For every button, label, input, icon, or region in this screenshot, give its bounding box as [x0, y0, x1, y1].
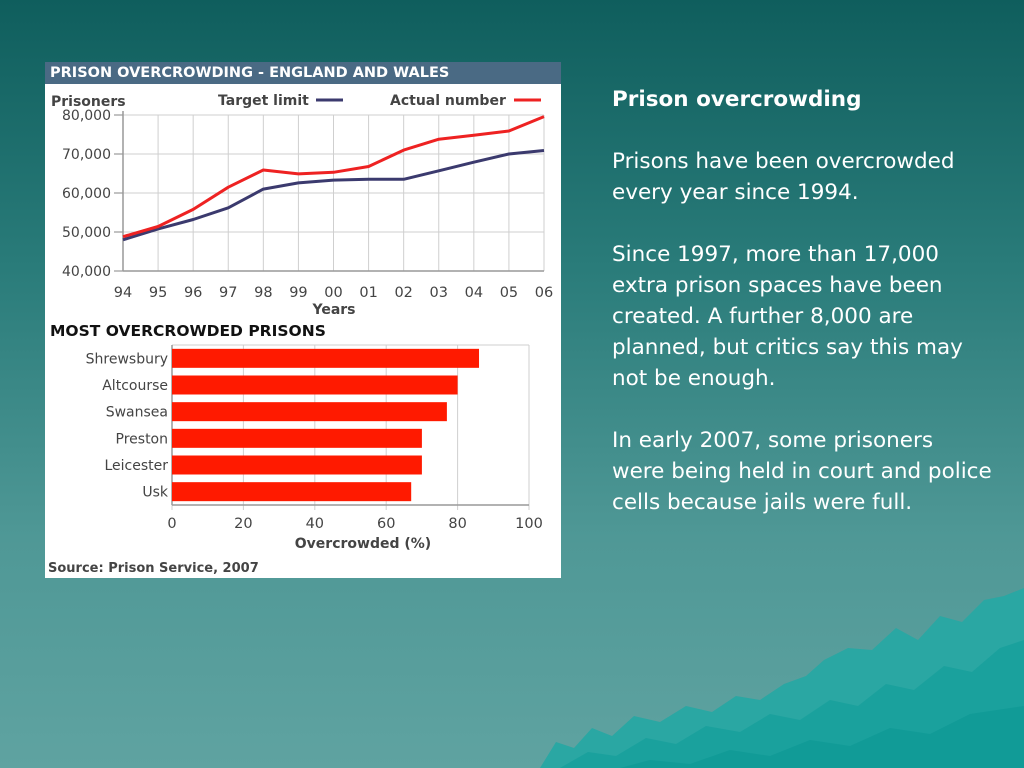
bar-altcourse — [172, 375, 458, 395]
bar-chart-x-tick-label: 80 — [448, 516, 466, 532]
line-chart-xlabel: Years — [311, 302, 355, 318]
bar-leicester — [172, 455, 422, 475]
bar-chart-x-ticks: 0 20 40 60 80 100 — [167, 516, 542, 532]
bar-shrewsbury — [172, 348, 480, 368]
slide-text: Prison overcrowding Prisons have been ov… — [612, 84, 992, 549]
bar-usk — [172, 482, 412, 502]
line-chart: Prisoners Target limit Actual number 40,… — [51, 93, 553, 318]
bar-chart-category-label: Shrewsbury — [86, 351, 168, 367]
chart-source: Source: Prison Service, 2007 — [48, 561, 259, 576]
bar-chart-category-label: Altcourse — [102, 378, 168, 394]
line-chart-y-tick-label: 60,000 — [62, 186, 111, 202]
line-chart-grid — [122, 111, 545, 272]
line-chart-x-tick-label: 97 — [219, 285, 237, 301]
bar-chart-category-label: Preston — [116, 431, 168, 447]
line-chart-x-tick-label: 02 — [394, 285, 412, 301]
line-chart-y-tick-label: 80,000 — [62, 108, 111, 124]
slide-paragraph-2: Since 1997, more than 17,000 extra priso… — [612, 242, 963, 391]
line-chart-x-ticks: 94 95 96 97 98 99 00 01 02 03 04 05 06 — [114, 285, 553, 301]
line-chart-y-tick-label: 50,000 — [62, 225, 111, 241]
bar-chart-x-tick-label: 100 — [515, 516, 543, 532]
chart-figure-title: PRISON OVERCROWDING - ENGLAND AND WALES — [45, 62, 561, 84]
bar-chart-x-tick-label: 40 — [306, 516, 324, 532]
bar-chart-x-tick-label: 20 — [234, 516, 252, 532]
line-chart-x-tick-label: 95 — [149, 285, 167, 301]
bar-chart-title: MOST OVERCROWDED PRISONS — [50, 322, 326, 340]
line-chart-x-tick-label: 03 — [430, 285, 448, 301]
bar-chart-bars — [172, 348, 480, 502]
actual-number-line — [122, 115, 545, 239]
bar-chart-category-labels: Shrewsbury Altcourse Swansea Preston Leicest… — [86, 351, 169, 500]
chart-svg: Prisoners Target limit Actual number 40,… — [48, 93, 553, 576]
legend-target-label: Target limit — [218, 93, 309, 109]
line-chart-x-tick-label: 04 — [465, 285, 483, 301]
line-chart-x-tick-label: 01 — [359, 285, 377, 301]
line-chart-x-tick-label: 94 — [114, 285, 132, 301]
line-chart-y-tick-label: 40,000 — [62, 264, 111, 280]
line-chart-x-tick-label: 05 — [500, 285, 518, 301]
line-chart-legend: Target limit Actual number — [218, 93, 541, 109]
line-chart-x-tick-label: 06 — [535, 285, 553, 301]
slide-paragraph-3: In early 2007, some prisoners were being… — [612, 428, 992, 515]
line-chart-ylabel: Prisoners — [51, 94, 126, 110]
bar-chart-category-label: Swansea — [106, 405, 168, 421]
target-limit-line — [122, 149, 545, 242]
line-chart-x-tick-label: 00 — [324, 285, 342, 301]
bar-chart-category-label: Leicester — [104, 458, 168, 474]
chart-figure: PRISON OVERCROWDING - ENGLAND AND WALES … — [45, 62, 561, 578]
line-chart-y-tick-label: 70,000 — [62, 147, 111, 163]
line-chart-y-ticks: 40,000 50,000 60,000 70,000 80,000 — [62, 108, 123, 280]
line-chart-x-tick-label: 96 — [184, 285, 202, 301]
bar-chart-category-label: Usk — [142, 485, 169, 501]
bar-preston — [172, 428, 422, 448]
bar-swansea — [172, 402, 447, 422]
legend-actual-label: Actual number — [390, 93, 506, 109]
line-chart-lines — [122, 115, 545, 242]
line-chart-x-tick-label: 98 — [254, 285, 272, 301]
bar-chart: MOST OVERCROWDED PRISONS Shrewsbury Altco… — [50, 322, 543, 552]
bar-chart-x-tick-label: 60 — [377, 516, 395, 532]
bar-chart-x-tick-label: 0 — [167, 516, 176, 532]
bar-chart-xlabel: Overcrowded (%) — [295, 536, 431, 552]
line-chart-x-tick-label: 99 — [289, 285, 307, 301]
slide-heading: Prison overcrowding — [612, 87, 862, 112]
slide-paragraph-1: Prisons have been overcrowded every year… — [612, 149, 955, 205]
